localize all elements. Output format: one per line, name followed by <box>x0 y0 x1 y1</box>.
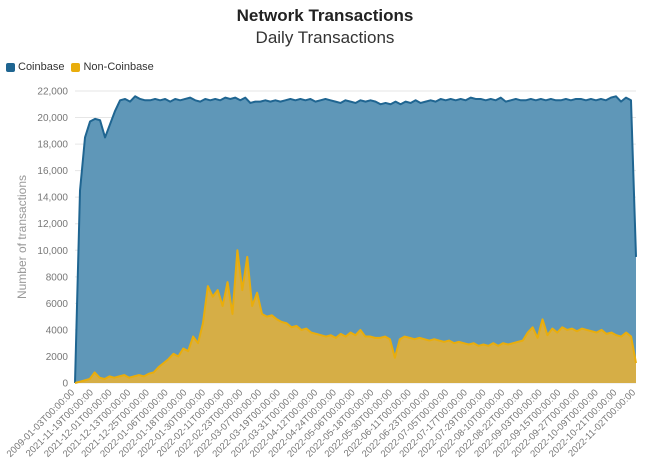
series-line-non-coinbase[interactable] <box>74 249 637 384</box>
chart-title: Network Transactions <box>236 6 414 25</box>
series-areas <box>74 95 637 384</box>
y-tick-label: 10,000 <box>37 246 68 257</box>
legend-label-non-coinbase: Non-Coinbase <box>83 61 154 73</box>
y-tick-label: 16,000 <box>37 166 68 177</box>
y-tick-label: 6000 <box>46 299 69 310</box>
y-tick-label: 22,000 <box>37 87 68 98</box>
y-tick-label: 12,000 <box>37 219 68 230</box>
chart-subtitle: Daily Transactions <box>255 28 395 47</box>
y-tick-label: 4000 <box>46 325 69 336</box>
series-line-coinbase[interactable] <box>74 95 637 384</box>
legend-swatch-non-coinbase <box>71 62 81 72</box>
y-tick-label: 2000 <box>46 352 69 363</box>
y-tick-label: 20,000 <box>37 113 68 124</box>
area-fill-non-coinbase <box>75 250 636 383</box>
legend-label-coinbase: Coinbase <box>18 61 65 73</box>
y-tick-label: 14,000 <box>37 193 68 204</box>
legend-item-coinbase[interactable]: Coinbase <box>6 61 64 73</box>
y-axis-ticks: 0 2000 4000 6000 8000 10,000 12,000 14,000 16,00… <box>37 87 68 390</box>
legend-swatch-coinbase <box>6 62 15 72</box>
y-axis-title: Number of transactions <box>15 175 29 299</box>
y-tick-label: 18,000 <box>37 140 68 151</box>
y-tick-label: 8000 <box>46 272 69 283</box>
legend-item-non-coinbase[interactable]: Non-Coinbase <box>71 61 154 73</box>
y-tick-label: 0 <box>62 379 68 390</box>
x-axis-ticks: 2009-01-03T00:00:002021-11-19T00:00:0020… <box>5 387 638 459</box>
legend: Coinbase Non-Coinbase <box>6 61 161 73</box>
